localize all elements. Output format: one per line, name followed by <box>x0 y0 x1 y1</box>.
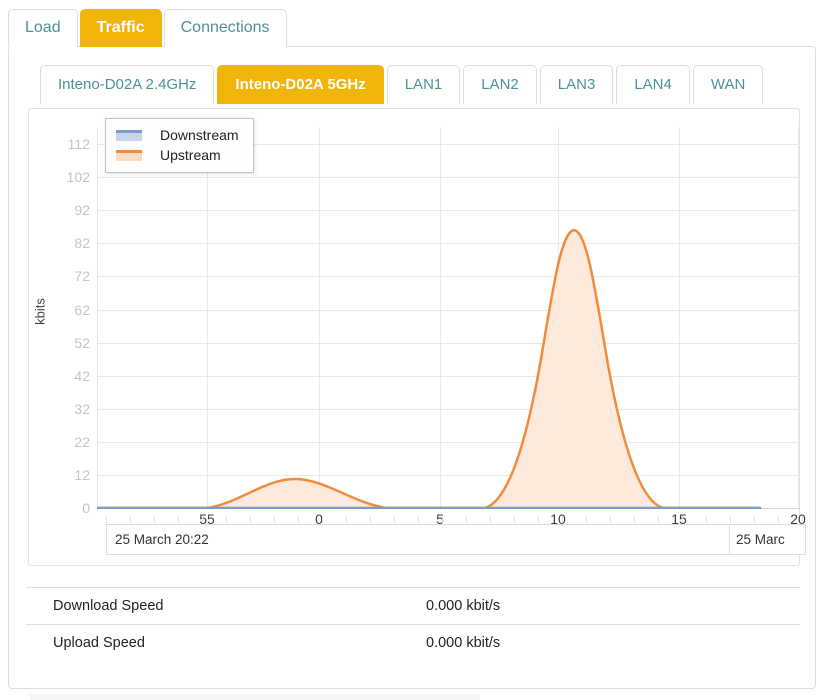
vertical-gridlines <box>97 127 799 508</box>
y-tick: 72 <box>74 268 90 284</box>
y-axis-tick-labels: 112 102 92 82 72 62 52 42 32 22 12 0 <box>29 109 90 519</box>
y-tick: 32 <box>74 401 90 417</box>
tab-traffic[interactable]: Traffic <box>79 9 162 47</box>
device-tab-bar: Inteno-D02A 2.4GHz Inteno-D02A 5GHz LAN1… <box>40 65 764 104</box>
y-tick: 112 <box>67 136 90 152</box>
table-row-download-speed: Download Speed 0.000 kbit/s <box>26 587 800 624</box>
y-tick: 22 <box>74 434 90 450</box>
range-start-label: 25 March 20:22 <box>115 532 209 547</box>
traffic-chart-plot[interactable] <box>97 109 800 509</box>
tab-inteno-d02a-5ghz[interactable]: Inteno-D02A 5GHz <box>217 65 384 104</box>
horizontal-gridlines <box>97 144 800 476</box>
upstream-line <box>97 228 762 509</box>
download-speed-label: Download Speed <box>53 598 164 614</box>
main-tab-bar: Load Traffic Connections <box>8 9 287 47</box>
y-tick: 62 <box>74 302 90 318</box>
range-end-label: 25 Marc <box>729 525 805 554</box>
table-row-upload-speed: Upload Speed 0.000 kbit/s <box>26 624 800 661</box>
legend-item-upstream[interactable]: Upstream <box>116 145 239 165</box>
tab-inteno-d02a-2-4ghz[interactable]: Inteno-D02A 2.4GHz <box>40 65 215 104</box>
upload-speed-value: 0.000 kbit/s <box>426 635 501 651</box>
download-speed-value: 0.000 kbit/s <box>426 598 501 614</box>
time-minor-tick-strip <box>106 516 806 523</box>
tab-wan[interactable]: WAN <box>692 65 764 104</box>
speed-summary-table: Download Speed 0.000 kbit/s Upload Speed… <box>26 587 800 661</box>
legend-label: Downstream <box>160 127 239 143</box>
upstream-area <box>97 230 760 508</box>
tab-lan2[interactable]: LAN2 <box>463 65 537 104</box>
tab-connections[interactable]: Connections <box>163 9 287 47</box>
downstream-swatch-icon <box>116 129 142 141</box>
upstream-swatch-icon <box>116 149 142 161</box>
y-tick: 42 <box>74 368 90 384</box>
y-tick: 12 <box>74 467 90 483</box>
upload-speed-label: Upload Speed <box>53 635 145 651</box>
y-tick: 102 <box>66 169 90 185</box>
tab-load[interactable]: Load <box>8 9 78 47</box>
legend-item-downstream[interactable]: Downstream <box>116 125 239 145</box>
chart-legend: Downstream Upstream <box>105 118 254 173</box>
y-tick: 82 <box>74 235 90 251</box>
traffic-chart-card: kbits 112 102 92 82 72 62 52 42 32 22 12… <box>28 108 806 566</box>
y-tick: 52 <box>74 335 90 351</box>
y-tick: 0 <box>82 500 90 516</box>
tab-lan1[interactable]: LAN1 <box>386 65 461 104</box>
y-tick: 92 <box>74 202 90 218</box>
time-range-bar: 25 March 20:22 25 Marc <box>106 524 806 555</box>
tab-lan3[interactable]: LAN3 <box>539 65 614 104</box>
traffic-panel: Inteno-D02A 2.4GHz Inteno-D02A 5GHz LAN1… <box>8 46 816 689</box>
legend-label: Upstream <box>160 147 221 163</box>
next-panel-edge <box>30 694 480 700</box>
tab-lan4[interactable]: LAN4 <box>616 65 690 104</box>
